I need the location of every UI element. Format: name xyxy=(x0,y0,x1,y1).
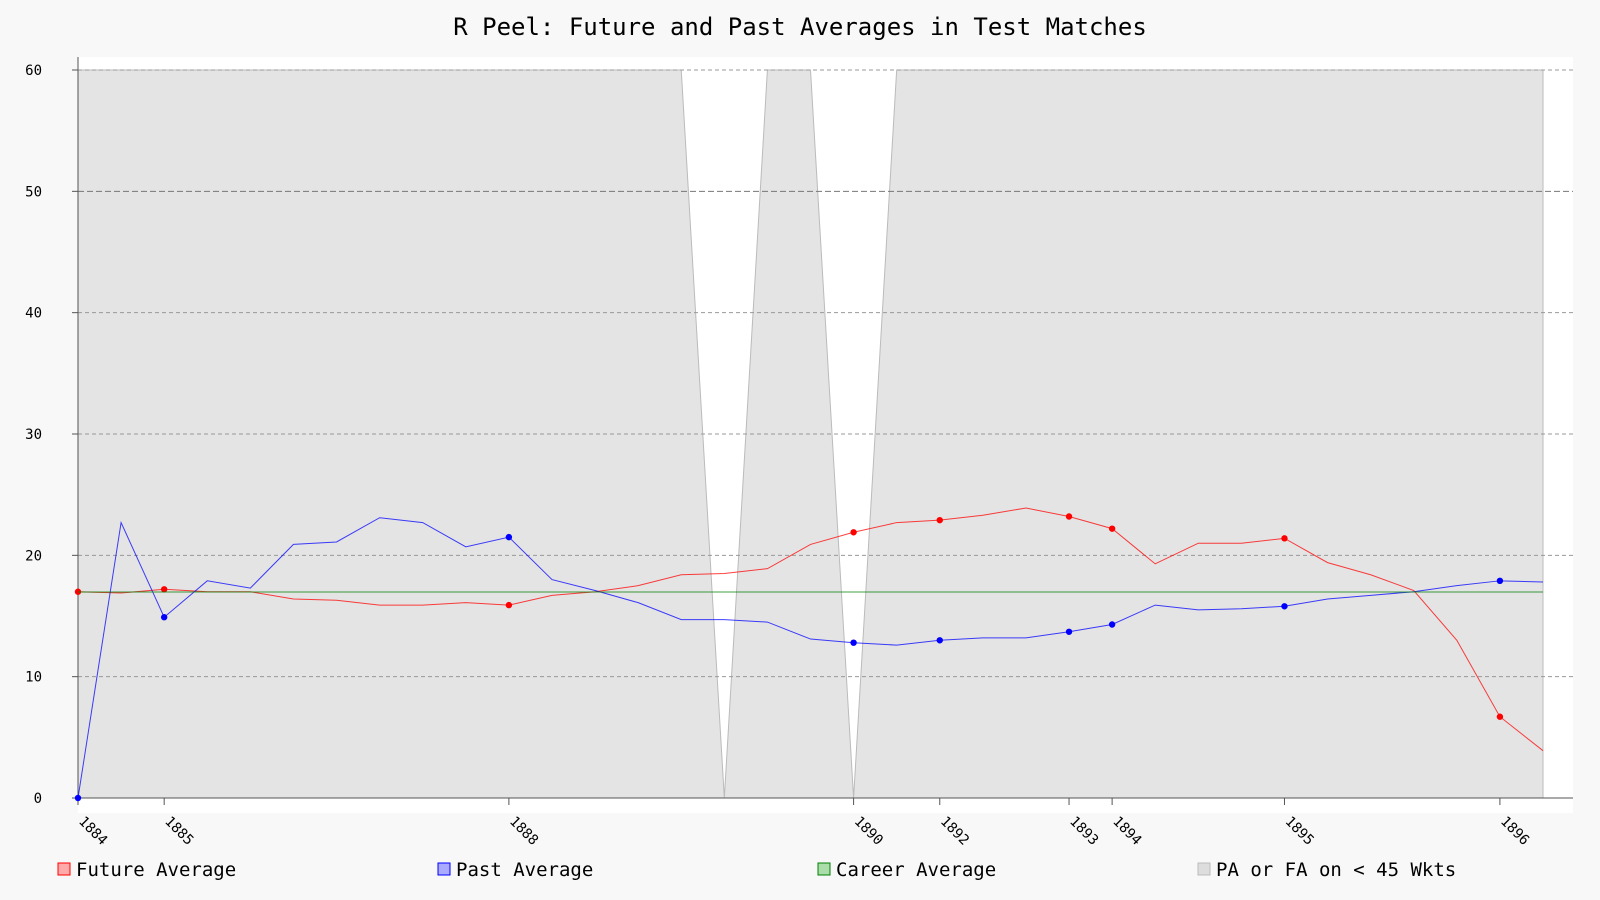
legend-swatch xyxy=(817,862,831,876)
past-average-line xyxy=(77,517,1544,799)
legend: Future Average Past Average Career Average… xyxy=(57,859,1456,881)
y-tick-label: 0 xyxy=(34,791,42,807)
past-average-point xyxy=(1108,621,1116,628)
legend-label: Career Average xyxy=(836,859,996,881)
future-average-point xyxy=(850,529,857,536)
future-average-point xyxy=(1281,535,1288,542)
past-average-point xyxy=(74,794,82,802)
future-average-point xyxy=(1496,713,1504,720)
past-average-point xyxy=(1065,628,1073,635)
y-tick-label: 60 xyxy=(25,63,42,79)
shaded-area-layer xyxy=(77,69,1544,799)
shaded-area xyxy=(77,69,1544,799)
grid-layer xyxy=(78,69,1573,678)
y-tick-label: 50 xyxy=(25,184,42,200)
future-average-point xyxy=(1108,525,1116,532)
future-average-point xyxy=(936,516,943,524)
legend-swatch xyxy=(57,862,71,876)
past-average-point xyxy=(160,614,168,621)
y-tick-label: 40 xyxy=(25,306,42,322)
past-average-point xyxy=(1281,603,1288,610)
chart-title: R Peel: Future and Past Averages in Test… xyxy=(453,13,1147,41)
past-average-point xyxy=(1496,577,1504,585)
future-average-point xyxy=(505,601,513,609)
y-tick-label: 30 xyxy=(25,427,42,443)
past-average-point xyxy=(850,639,857,646)
series-layer xyxy=(74,507,1544,802)
future-average-point xyxy=(1065,513,1073,520)
past-average-point xyxy=(936,637,943,644)
legend-label: Future Average xyxy=(76,859,236,881)
future-average-point xyxy=(160,586,168,593)
y-tick-label: 10 xyxy=(25,670,42,686)
past-average-point xyxy=(505,533,513,541)
y-tick-label: 20 xyxy=(25,548,42,564)
legend-swatch xyxy=(437,862,451,876)
legend-swatch xyxy=(1197,862,1211,876)
future-average-line xyxy=(77,507,1544,752)
legend-label: Past Average xyxy=(456,859,593,881)
legend-label: PA or FA on < 45 Wkts xyxy=(1216,859,1456,881)
